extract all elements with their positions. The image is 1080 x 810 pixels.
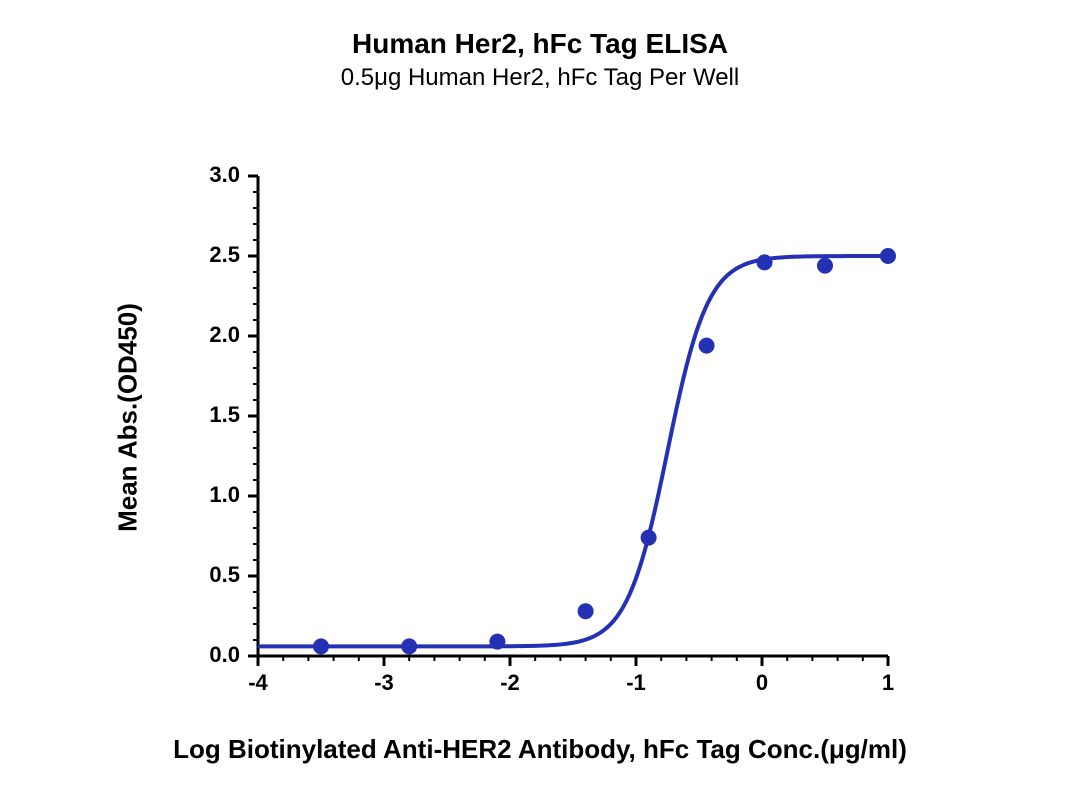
svg-text:3.0: 3.0 [209,166,240,187]
svg-text:0.0: 0.0 [209,642,240,667]
data-point [489,634,505,650]
chart-title-block: Human Her2, hFc Tag ELISA 0.5μg Human He… [0,28,1080,92]
x-axis-label: Log Biotinylated Anti-HER2 Antibody, hFc… [0,734,1080,765]
svg-text:2.5: 2.5 [209,242,240,267]
chart-subtitle: 0.5μg Human Her2, hFc Tag Per Well [0,64,1080,92]
data-point [313,638,329,654]
svg-text:0: 0 [756,670,768,695]
svg-text:-1: -1 [626,670,646,695]
svg-text:1.5: 1.5 [209,402,240,427]
data-point [880,248,896,264]
svg-text:1.0: 1.0 [209,482,240,507]
svg-text:0.5: 0.5 [209,562,240,587]
svg-text:2.0: 2.0 [209,322,240,347]
fitted-curve [258,256,888,646]
data-point [641,530,657,546]
svg-text:1: 1 [882,670,894,695]
chart-plot: 0.0 0.5 1.0 1.5 2.0 2.5 3.0 -4 -3 -2 -1 0 1 [188,166,908,716]
svg-text:-2: -2 [500,670,520,695]
data-point [817,258,833,274]
data-point [757,254,773,270]
svg-text:-3: -3 [374,670,394,695]
svg-text:-4: -4 [248,670,268,695]
y-axis-label: Mean Abs.(OD450) [113,278,144,558]
data-point [578,603,594,619]
data-point [699,338,715,354]
chart-title: Human Her2, hFc Tag ELISA [0,28,1080,60]
data-point [401,638,417,654]
